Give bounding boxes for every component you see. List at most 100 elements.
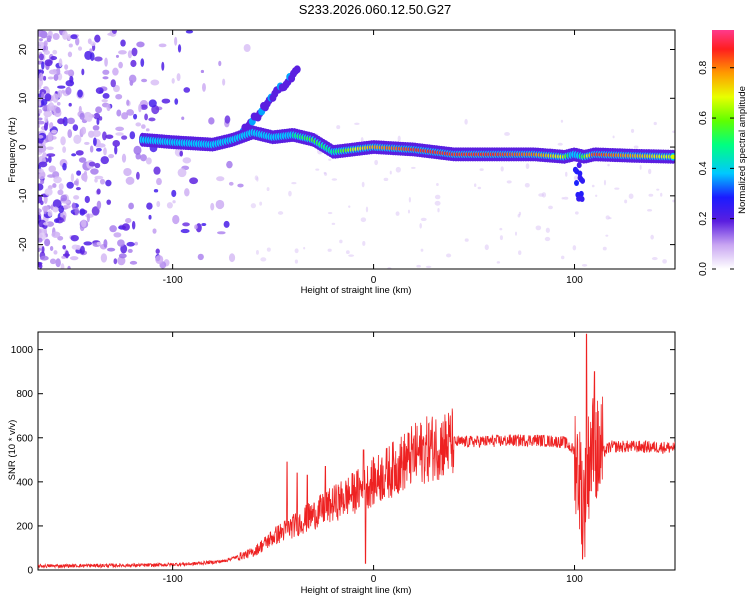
noise-blob [53, 74, 59, 81]
noise-blob [607, 163, 610, 167]
noise-blob [96, 147, 102, 152]
noise-blob [146, 202, 153, 210]
noise-blob [60, 136, 66, 146]
noise-blob [662, 259, 667, 264]
noise-blob [360, 137, 364, 143]
noise-blob [84, 141, 90, 145]
noise-blob [140, 104, 148, 110]
noise-blob [129, 131, 136, 140]
noise-blob [92, 125, 100, 131]
noise-blob [224, 115, 231, 124]
spectrogram-frame [37, 29, 676, 270]
noise-blob [38, 144, 47, 153]
noise-blob [112, 140, 121, 147]
noise-blob [81, 219, 87, 228]
noise-blob [125, 176, 135, 185]
noise-blob [651, 257, 658, 261]
noise-blob [153, 166, 161, 175]
noise-blob [129, 260, 138, 265]
snr-ylabel: SNR (10 * v/v) [7, 420, 18, 481]
noise-blob [52, 49, 58, 55]
noise-blob [57, 89, 63, 99]
noise-blob [91, 206, 100, 216]
noise-blob [127, 248, 133, 253]
noise-blob [313, 275, 317, 280]
noise-blob [62, 244, 67, 250]
noise-blob [135, 122, 142, 127]
noise-blob [110, 79, 116, 88]
noise-blob [79, 112, 85, 120]
noise-blob [67, 265, 71, 269]
noise-blob [385, 270, 389, 272]
noise-blob [437, 207, 440, 213]
noise-blob [624, 199, 628, 204]
noise-blob [73, 195, 80, 200]
noise-blob [73, 134, 82, 144]
noise-blob [38, 117, 43, 121]
noise-blob [348, 205, 351, 208]
noise-blob [78, 157, 87, 163]
noise-blob [182, 157, 192, 164]
noise-blob [94, 34, 101, 43]
noise-blob [419, 223, 422, 229]
noise-blob [484, 244, 489, 251]
noise-blob [228, 181, 234, 186]
noise-blob [98, 116, 103, 121]
noise-blob [90, 168, 99, 175]
noise-blob [38, 237, 43, 243]
noise-blob [266, 247, 271, 252]
noise-blob [38, 194, 43, 204]
noise-blob [97, 143, 106, 148]
noise-blob [581, 263, 588, 267]
noise-blob [140, 58, 145, 67]
noise-blob [360, 217, 367, 223]
noise-blob [639, 165, 642, 170]
noise-blob [266, 187, 270, 192]
spectrogram-xlabel: Height of straight line (km) [301, 285, 412, 296]
snr-x-ticks: -100 0 100 [163, 332, 583, 585]
noise-blob [105, 134, 114, 139]
noise-blob [38, 208, 42, 214]
noise-blob [612, 135, 615, 139]
noise-blob [645, 277, 647, 282]
noise-blob [76, 244, 81, 251]
noise-blob [181, 116, 185, 121]
noise-blob [130, 59, 137, 68]
noise-blob [133, 145, 142, 155]
noise-blob [277, 211, 284, 215]
noise-blob [100, 253, 108, 263]
noise-blob [39, 255, 49, 261]
noise-blob [222, 78, 226, 86]
noise-blob [260, 257, 267, 262]
noise-blob [79, 208, 86, 216]
noise-blob [185, 30, 194, 34]
noise-blob [174, 98, 179, 105]
noise-blob [62, 146, 67, 153]
noise-blob [327, 248, 332, 252]
x-tick-label: -100 [163, 275, 183, 286]
noise-blob [47, 133, 53, 142]
noise-blob [38, 108, 43, 114]
noise-blob [121, 153, 127, 163]
colorbar-tick-label: 0.6 [698, 111, 709, 125]
noise-blob [237, 183, 244, 188]
y-tick-label: 400 [16, 477, 33, 488]
noise-blob [44, 188, 53, 196]
noise-blob [107, 247, 116, 252]
noise-blob [111, 30, 117, 34]
noise-blob [65, 86, 72, 95]
spectrogram-y-ticks: -20 -10 0 10 20 [18, 44, 675, 252]
noise-blob [102, 92, 110, 99]
noise-blob [76, 170, 82, 176]
noise-blob [61, 89, 65, 94]
noise-blob [327, 211, 333, 215]
noise-blob [136, 171, 140, 180]
noise-blob [52, 32, 60, 40]
noise-blob [602, 246, 607, 251]
noise-blob [118, 61, 123, 69]
noise-blob [145, 157, 152, 165]
noise-blob [177, 168, 187, 178]
y-tick-label: 0 [18, 144, 29, 150]
noise-blob [46, 35, 52, 40]
noise-blob [479, 168, 484, 172]
